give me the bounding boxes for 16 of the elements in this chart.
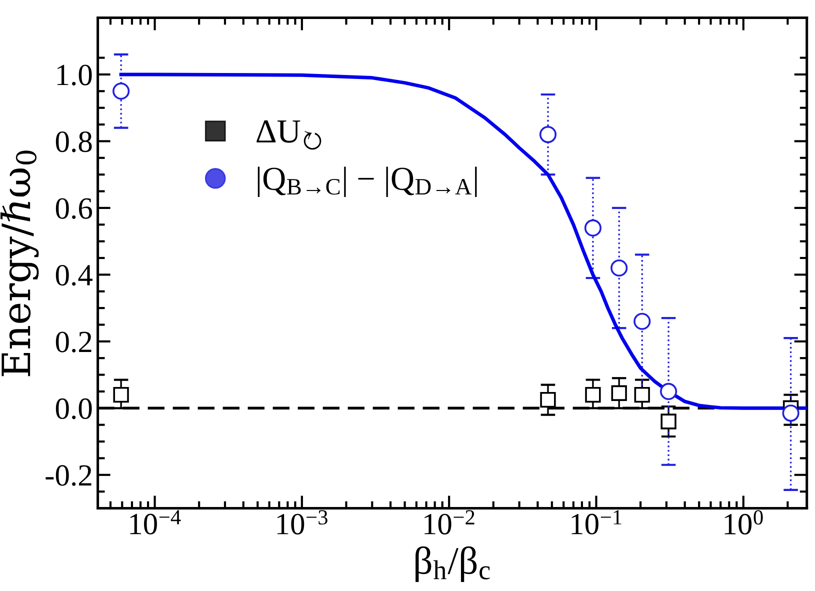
y-tick-label: 0.0 — [56, 398, 92, 420]
x-tick-label: 10$^{0}$ — [724, 510, 763, 535]
y-tick-label: 1.0 — [57, 64, 92, 86]
x-tick-label: 10$^{−4}$ — [130, 510, 181, 534]
y-tick-label: -0.2 — [46, 465, 92, 486]
legend-label: |Q$_{B→C}$| − |Q$_{D→A}$| — [258, 166, 477, 198]
y-tick-label: 0.2 — [56, 332, 92, 352]
x-axis-title: β$_{h}$/β$_{c}$ — [416, 546, 490, 582]
x-tick-label: 10$^{−2}$ — [424, 510, 474, 534]
x-tick-label: 10$^{−3}$ — [277, 510, 328, 534]
y-tick-label: 0.6 — [56, 198, 92, 219]
x-tick-label: 10$^{−1}$ — [572, 510, 622, 534]
y-axis-title: Energy/ℏω$_{0}$ — [0, 150, 39, 376]
y-tick-label: 0.4 — [56, 264, 92, 286]
y-tick-label: 0.8 — [56, 131, 92, 152]
legend-label: ΔU$_{↻}$ — [256, 120, 322, 150]
